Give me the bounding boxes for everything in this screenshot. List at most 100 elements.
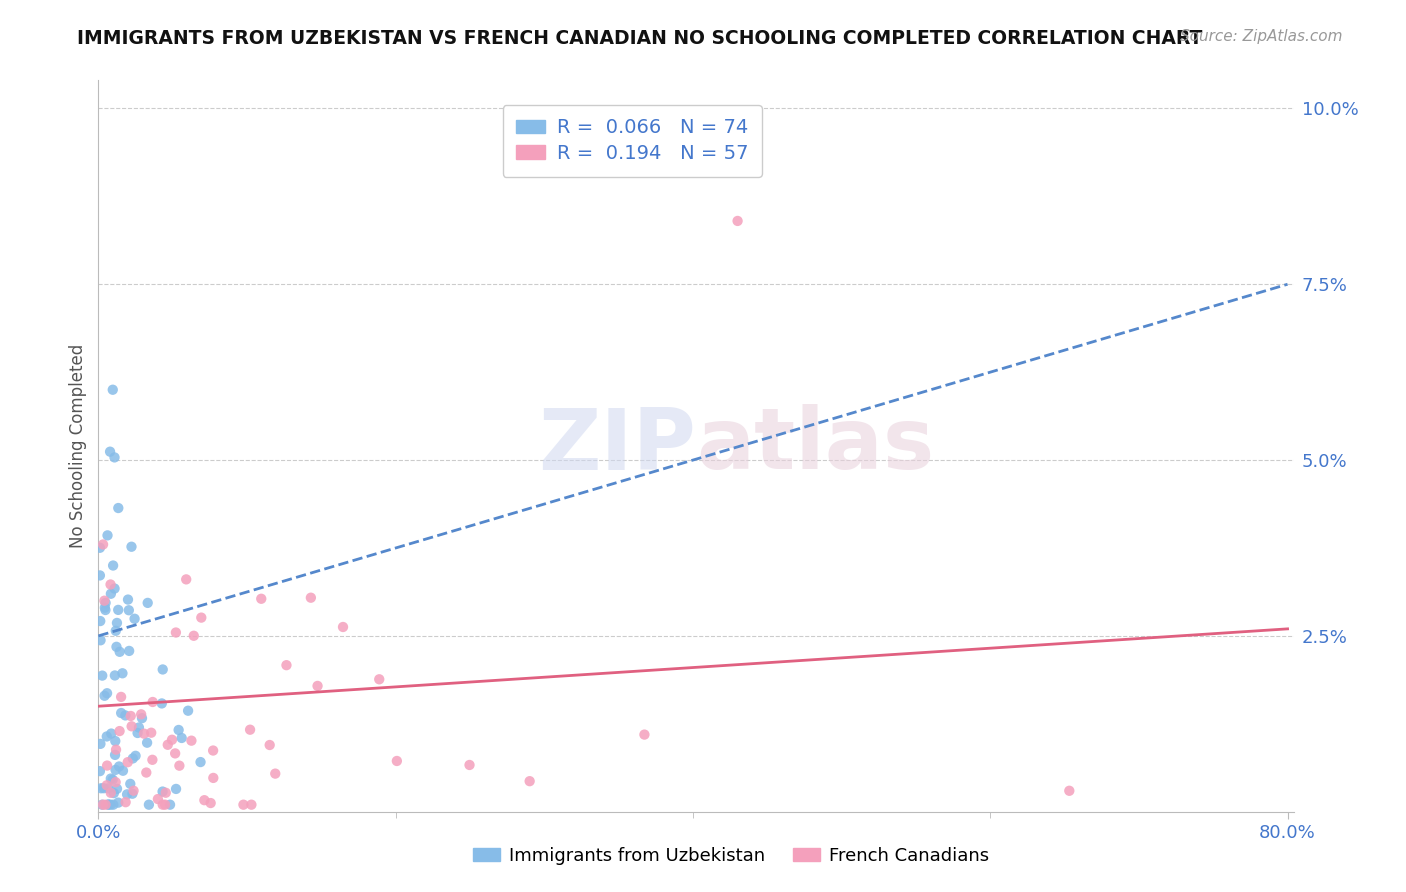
Point	[170, 731, 193, 745]
Point	[110, 690, 132, 704]
Point	[240, 797, 263, 812]
Point	[121, 751, 143, 765]
Point	[103, 797, 125, 812]
Point	[307, 679, 329, 693]
Point	[89, 614, 111, 628]
Point	[104, 775, 127, 789]
Point	[385, 754, 408, 768]
Point	[183, 629, 205, 643]
Point	[122, 783, 145, 797]
Point	[90, 633, 112, 648]
Point	[259, 738, 281, 752]
Point	[90, 781, 112, 796]
Point	[156, 738, 179, 752]
Point	[121, 787, 143, 801]
Legend: Immigrants from Uzbekistan, French Canadians: Immigrants from Uzbekistan, French Canad…	[467, 840, 995, 872]
Point	[121, 719, 143, 733]
Point	[110, 706, 132, 720]
Point	[136, 596, 159, 610]
Point	[152, 784, 174, 798]
Point	[114, 795, 136, 809]
Point	[105, 640, 128, 654]
Point	[107, 501, 129, 516]
Point	[155, 786, 177, 800]
Point	[96, 730, 118, 744]
Point	[124, 612, 146, 626]
Point	[103, 582, 125, 596]
Point	[101, 772, 124, 787]
Point	[94, 603, 117, 617]
Point	[89, 541, 111, 555]
Point	[91, 797, 114, 812]
Point	[105, 781, 128, 796]
Point	[94, 797, 117, 812]
Point	[165, 747, 187, 761]
Point	[91, 537, 114, 551]
Point	[180, 733, 202, 747]
Point	[89, 737, 111, 751]
Point	[136, 736, 159, 750]
Point	[108, 724, 131, 739]
Point	[94, 600, 117, 615]
Point	[104, 763, 127, 777]
Point	[120, 777, 142, 791]
Point	[100, 797, 122, 812]
Point	[107, 603, 129, 617]
Point	[165, 781, 187, 796]
Point	[368, 673, 391, 687]
Point	[232, 797, 254, 812]
Point	[98, 444, 121, 458]
Point	[105, 615, 128, 630]
Point	[190, 755, 212, 769]
Point	[97, 781, 120, 796]
Point	[332, 620, 354, 634]
Point	[97, 797, 120, 812]
Point	[1059, 784, 1081, 798]
Point	[108, 759, 131, 773]
Point	[200, 796, 222, 810]
Y-axis label: No Schooling Completed: No Schooling Completed	[69, 344, 87, 548]
Point	[177, 704, 200, 718]
Point	[104, 734, 127, 748]
Point	[633, 728, 655, 742]
Point	[202, 743, 225, 757]
Point	[141, 753, 163, 767]
Point	[117, 755, 139, 769]
Point	[93, 781, 115, 796]
Point	[93, 593, 115, 607]
Point	[108, 645, 131, 659]
Point	[150, 697, 173, 711]
Text: ZIP: ZIP	[538, 404, 696, 488]
Point	[299, 591, 322, 605]
Point	[152, 663, 174, 677]
Point	[105, 742, 128, 756]
Point	[167, 723, 190, 737]
Point	[202, 771, 225, 785]
Point	[131, 711, 153, 725]
Point	[89, 568, 111, 582]
Point	[727, 214, 749, 228]
Point	[101, 383, 124, 397]
Point	[250, 591, 273, 606]
Text: atlas: atlas	[696, 404, 934, 488]
Point	[159, 797, 181, 812]
Point	[174, 573, 197, 587]
Point	[132, 726, 155, 740]
Point	[117, 592, 139, 607]
Point	[519, 774, 541, 789]
Point	[118, 603, 141, 617]
Point	[121, 540, 143, 554]
Point	[96, 528, 118, 542]
Point	[458, 758, 481, 772]
Point	[142, 695, 165, 709]
Point	[239, 723, 262, 737]
Point	[190, 610, 212, 624]
Point	[114, 708, 136, 723]
Point	[118, 644, 141, 658]
Point	[135, 765, 157, 780]
Point	[104, 747, 127, 762]
Point	[124, 748, 146, 763]
Point	[169, 758, 191, 772]
Point	[153, 797, 176, 812]
Point	[107, 796, 129, 810]
